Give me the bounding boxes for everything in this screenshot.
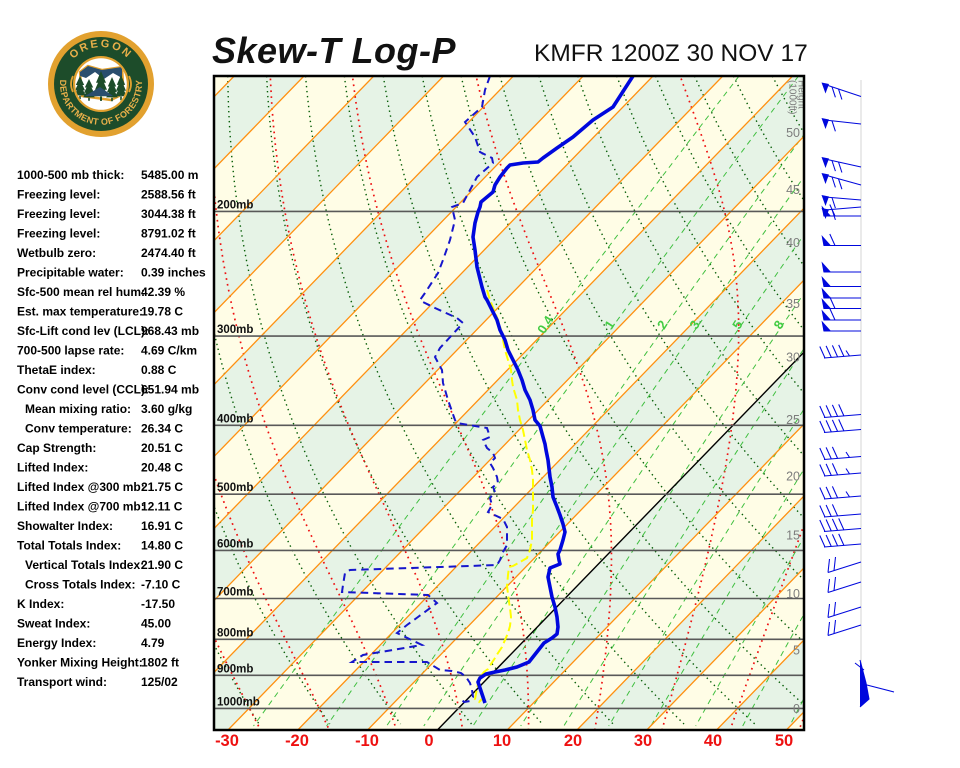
svg-text:-7.10 C: -7.10 C [141,578,181,592]
svg-text:20.51 C: 20.51 C [141,441,183,455]
svg-text:400mb: 400mb [217,413,253,425]
svg-text:21.90 C: 21.90 C [141,558,183,572]
svg-text:3044.38 ft: 3044.38 ft [141,207,196,221]
svg-text:Lifted Index:: Lifted Index: [17,461,88,475]
svg-text:40: 40 [704,732,722,750]
svg-text:4.69 C/km: 4.69 C/km [141,344,197,358]
svg-text:KMFR 1200Z 30 NOV 17: KMFR 1200Z 30 NOV 17 [534,40,808,67]
svg-text:12.11 C: 12.11 C [141,500,183,514]
svg-text:Sweat Index:: Sweat Index: [17,617,90,631]
svg-text:21.75 C: 21.75 C [141,480,183,494]
svg-text:35: 35 [786,297,800,311]
svg-text:Cross Totals Index:: Cross Totals Index: [25,578,135,592]
svg-text:0: 0 [424,732,433,750]
svg-text:800mb: 800mb [217,627,253,639]
svg-text:4.79: 4.79 [141,636,165,650]
svg-text:0: 0 [793,702,800,716]
svg-text:125/02: 125/02 [141,675,178,689]
svg-text:Freezing level:: Freezing level: [17,188,100,202]
svg-text:25: 25 [786,413,800,427]
svg-text:-20: -20 [285,732,309,750]
svg-text:50: 50 [786,126,800,140]
svg-text:45.00: 45.00 [141,617,171,631]
svg-text:Conv cond level (CCL):: Conv cond level (CCL): [17,383,149,397]
svg-text:1000mb: 1000mb [217,696,260,708]
svg-text:20: 20 [564,732,582,750]
svg-text:Wetbulb zero:: Wetbulb zero: [17,246,96,260]
svg-text:Transport wind:: Transport wind: [17,675,107,689]
svg-text:ThetaE index:: ThetaE index: [17,363,96,377]
svg-text:Precipitable water:: Precipitable water: [17,266,124,280]
svg-text:-17.50: -17.50 [141,597,175,611]
svg-text:-30: -30 [215,732,239,750]
svg-text:8791.02 ft: 8791.02 ft [141,227,196,241]
svg-text:30: 30 [634,732,652,750]
svg-text:Conv temperature:: Conv temperature: [25,422,132,436]
svg-text:2474.40 ft: 2474.40 ft [141,246,196,260]
svg-text:Showalter Index:: Showalter Index: [17,519,113,533]
svg-text:300mb: 300mb [217,324,253,336]
svg-text:968.43 mb: 968.43 mb [141,324,199,338]
svg-text:Freezing level:: Freezing level: [17,227,100,241]
svg-text:Lifted Index @300 mb:: Lifted Index @300 mb: [17,480,145,494]
svg-text:5485.00 m: 5485.00 m [141,168,198,182]
svg-text:-10: -10 [355,732,379,750]
svg-text:Total Totals Index:: Total Totals Index: [17,539,121,553]
svg-text:Sfc-Lift cond lev (LCL):: Sfc-Lift cond lev (LCL): [17,324,149,338]
svg-text:Mean mixing ratio:: Mean mixing ratio: [25,402,131,416]
svg-text:200mb: 200mb [217,199,253,211]
svg-text:3.60 g/kg: 3.60 g/kg [141,402,192,416]
svg-text:Skew-T Log-P: Skew-T Log-P [212,30,456,71]
svg-text:651.94 mb: 651.94 mb [141,383,199,397]
svg-text:40: 40 [786,236,800,250]
svg-text:900mb: 900mb [217,663,253,675]
svg-text:700mb: 700mb [217,587,253,599]
svg-text:Freezing level:: Freezing level: [17,207,100,221]
svg-text:42.39 %: 42.39 % [141,285,185,299]
svg-text:0.39 inches: 0.39 inches [141,266,206,280]
svg-text:Height: Height [796,80,807,109]
svg-text:45: 45 [786,183,800,197]
svg-text:Sfc-500 mean rel hum:: Sfc-500 mean rel hum: [17,285,145,299]
svg-text:5: 5 [793,644,800,658]
svg-text:Yonker Mixing Height:: Yonker Mixing Height: [17,656,143,670]
svg-text:19.78 C: 19.78 C [141,305,183,319]
svg-text:30: 30 [786,351,800,365]
svg-text:2588.56 ft: 2588.56 ft [141,188,196,202]
svg-text:Lifted Index @700 mb:: Lifted Index @700 mb: [17,500,145,514]
svg-text:16.91 C: 16.91 C [141,519,183,533]
svg-text:20.48 C: 20.48 C [141,461,183,475]
svg-text:0.88 C: 0.88 C [141,363,177,377]
svg-text:600mb: 600mb [217,538,253,550]
svg-text:Energy Index:: Energy Index: [17,636,96,650]
svg-text:26.34 C: 26.34 C [141,422,183,436]
svg-text:700-500 lapse rate:: 700-500 lapse rate: [17,344,124,358]
svg-text:Vertical Totals Index:: Vertical Totals Index: [25,558,144,572]
svg-text:Cap Strength:: Cap Strength: [17,441,96,455]
svg-text:500mb: 500mb [217,482,253,494]
svg-text:14.80 C: 14.80 C [141,539,183,553]
svg-text:20: 20 [786,470,800,484]
svg-text:10: 10 [786,587,800,601]
svg-text:1000-500 mb thick:: 1000-500 mb thick: [17,168,124,182]
svg-text:(1000ft): (1000ft) [787,80,798,114]
svg-text:Est. max temperature:: Est. max temperature: [17,305,143,319]
svg-text:15: 15 [786,529,800,543]
svg-text:K Index:: K Index: [17,597,64,611]
svg-text:10: 10 [493,732,511,750]
svg-text:50: 50 [775,732,793,750]
svg-text:1802 ft: 1802 ft [141,656,179,670]
